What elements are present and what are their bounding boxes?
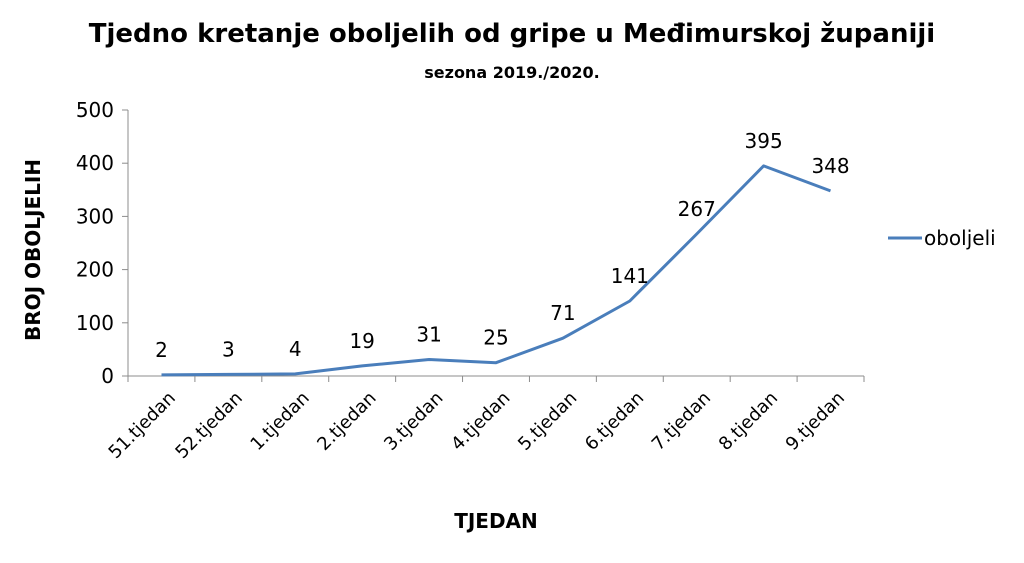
data-label: 19 (349, 329, 374, 353)
data-label: 348 (811, 154, 849, 178)
x-axis-title: TJEDAN (454, 509, 538, 533)
x-tick-label: 5.tjedan (514, 388, 581, 455)
y-tick-label: 400 (76, 151, 114, 175)
x-tick-label: 7.tjedan (648, 388, 715, 455)
x-tick-label: 4.tjedan (447, 388, 514, 455)
data-label: 267 (678, 197, 716, 221)
x-tick-label: 1.tjedan (246, 388, 313, 455)
series-line-oboljeli (161, 164, 832, 377)
x-tick-label: 6.tjedan (581, 388, 648, 455)
chart-title: Tjedno kretanje oboljelih od gripe u Međ… (89, 19, 935, 49)
y-tick-label: 500 (76, 98, 114, 122)
x-tick-label: 9.tjedan (782, 388, 849, 455)
y-tick-labels: 0 100 200 300 400 500 (76, 98, 114, 388)
data-labels: 2 3 4 19 31 25 71 141 267 395 348 (155, 129, 850, 362)
x-tick-label: 52.tjedan (171, 388, 246, 463)
data-label: 71 (550, 301, 575, 325)
legend: oboljeli (888, 226, 996, 250)
chart-subtitle: sezona 2019./2020. (424, 63, 600, 82)
data-label: 3 (222, 337, 235, 361)
x-tick-label: 3.tjedan (380, 388, 447, 455)
x-tick-label: 51.tjedan (105, 388, 180, 463)
data-label: 141 (611, 264, 649, 288)
y-tick-label: 100 (76, 311, 114, 335)
y-tick-label: 300 (76, 204, 114, 228)
data-label: 395 (745, 129, 783, 153)
legend-label: oboljeli (924, 226, 996, 250)
y-tick-label: 0 (101, 364, 114, 388)
x-tick-label: 8.tjedan (715, 388, 782, 455)
data-label: 31 (416, 323, 441, 347)
axes (122, 109, 865, 382)
y-axis-title: BROJ OBOLJELIH (21, 159, 45, 341)
data-label: 25 (483, 326, 508, 350)
x-tick-label: 2.tjedan (313, 388, 380, 455)
y-tick-label: 200 (76, 258, 114, 282)
series-lines (161, 164, 832, 377)
data-label: 4 (289, 337, 302, 361)
data-label: 2 (155, 338, 168, 362)
